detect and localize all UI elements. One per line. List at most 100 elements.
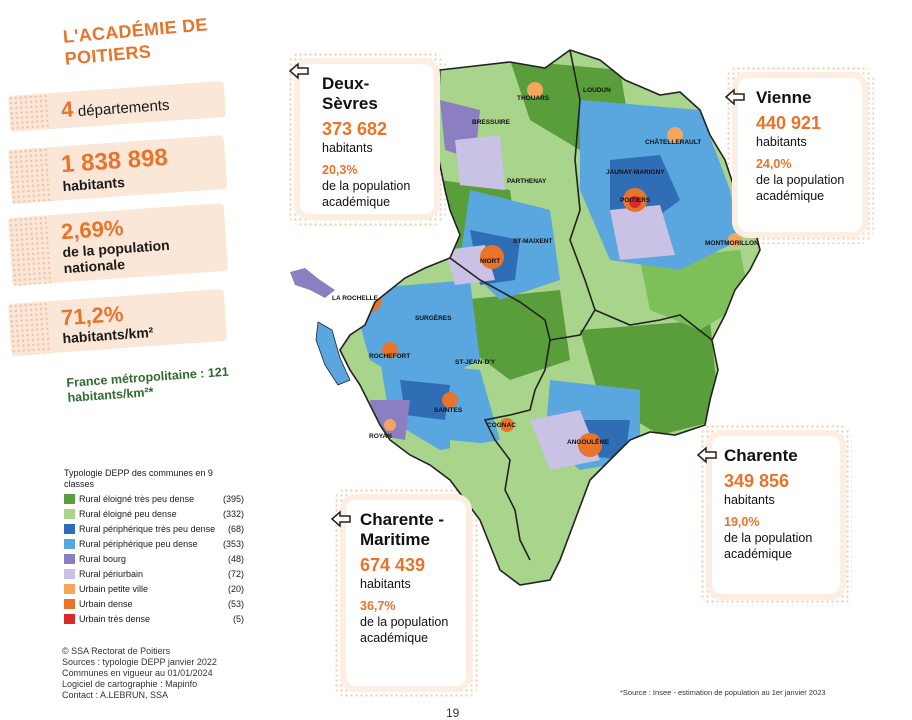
city-label: MONTMORILLON — [705, 240, 759, 247]
department-share-text: de la population académique — [360, 615, 449, 645]
zone-rural-eloigne — [640, 250, 750, 330]
legend-swatch — [64, 584, 75, 594]
page-number: 19 — [446, 706, 460, 720]
city-label: SURGÈRES — [415, 313, 452, 322]
legend-label: Rural bourg — [79, 554, 127, 564]
page-title: L'ACADÉMIE DE POITIERS — [62, 14, 209, 69]
department-population: 373 682 — [322, 119, 388, 139]
border-deux-sevres-vienne — [569, 49, 596, 311]
city-label: ANGOULÊME — [567, 437, 610, 446]
legend-swatch — [64, 509, 75, 519]
department-unit: habitants — [724, 493, 775, 507]
city-label: ST-MAIXENT — [513, 238, 552, 245]
city-label: CHÂTELLERAULT — [645, 137, 701, 146]
city-label: ROCHEFORT — [369, 353, 410, 360]
arrow-icon — [288, 62, 309, 80]
legend-item: Urbain petite ville (20) — [64, 582, 244, 596]
legend-label: Rural périphérique peu dense — [79, 539, 198, 549]
legend-label: Rural éloigné très peu dense — [79, 494, 195, 504]
department-share: 36,7% — [360, 599, 396, 613]
city-label: LOUDUN — [583, 87, 611, 94]
island-re — [290, 268, 335, 298]
infobox-charente: Charente 349 856 habitants 19,0% de la p… — [696, 424, 852, 606]
department-share-text: de la population académique — [756, 173, 845, 203]
legend-item: Rural périurbain (72) — [64, 567, 244, 581]
legend-item: Rural périphérique très peu dense (68) — [64, 522, 244, 536]
legend-item: Rural éloigné peu dense (332) — [64, 507, 244, 521]
zone-rural-periurbain — [610, 205, 675, 260]
region-outline — [339, 49, 761, 586]
department-population: 349 856 — [724, 471, 790, 491]
source-note: *Source : Insee - estimation de populati… — [620, 688, 826, 697]
department-unit: habitants — [322, 141, 373, 155]
credits: © SSA Rectorat de Poitiers Sources : typ… — [62, 646, 217, 701]
urban-angouleme — [578, 433, 602, 457]
legend-count: (332) — [222, 509, 244, 519]
legend-swatch — [64, 524, 75, 534]
city-label: NIORT — [480, 258, 500, 265]
legend-swatch — [64, 569, 75, 579]
department-share-text: de la population académique — [322, 179, 411, 209]
infobox-deux-sevres: Deux-Sèvres 373 682 habitants 20,3% de l… — [288, 52, 446, 226]
department-unit: habitants — [360, 577, 411, 591]
urban-thouars — [527, 82, 543, 98]
legend-count: (53) — [227, 599, 244, 609]
zone-rural-peripherique-tres-peu-dense — [400, 380, 450, 420]
legend-swatch — [64, 614, 75, 624]
department-unit: habitants — [756, 135, 807, 149]
department-population: 440 921 — [756, 113, 822, 133]
legend-item: Urbain très dense (5) — [64, 612, 244, 626]
credit-line: Sources : typologie DEPP janvier 2022 — [62, 657, 217, 667]
legend-label: Urbain très dense — [79, 614, 151, 624]
department-name: Charente - Maritime — [360, 510, 445, 549]
infobox-vienne: Vienne 440 921 habitants 24,0% de la pop… — [724, 66, 874, 244]
city-label: ROYAN — [369, 433, 392, 440]
city-label: POITIERS — [620, 197, 651, 204]
legend-label: Urbain petite ville — [79, 584, 149, 594]
legend-swatch — [64, 554, 75, 564]
urban-rochefort — [382, 342, 398, 358]
legend-item: Urbain dense (53) — [64, 597, 244, 611]
stat-label: départements — [77, 96, 171, 121]
legend-label: Rural éloigné peu dense — [79, 509, 177, 519]
arrow-icon — [724, 88, 745, 106]
credit-line: Communes en vigueur au 01/01/2024 — [62, 668, 213, 678]
legend-count: (353) — [222, 539, 244, 549]
zone-rural-eloigne-peu-dense — [450, 440, 560, 585]
urban-montmorillon — [728, 233, 742, 247]
department-name: Deux-Sèvres — [322, 74, 378, 113]
infobox-charente-maritime: Charente - Maritime 674 439 habitants 36… — [330, 488, 478, 698]
urban-chatellerault — [667, 127, 683, 143]
urban-niort — [480, 245, 504, 269]
urban-saintes — [442, 392, 458, 408]
zone-rural-eloigne — [460, 290, 570, 380]
arrow-icon — [330, 510, 351, 528]
legend-swatch — [64, 539, 75, 549]
border-charente-maritime-charente — [483, 339, 551, 561]
city-label: JAUNAY-MARIGNY — [606, 169, 665, 176]
department-share: 20,3% — [322, 163, 358, 177]
urban-royan — [384, 419, 396, 431]
stat-card-habitants: 1 838 898 habitants — [8, 134, 228, 204]
legend-count: (48) — [227, 554, 244, 564]
stat-value: 4 — [60, 96, 75, 123]
island-oleron — [315, 321, 351, 386]
zone-rural-periurbain — [530, 410, 600, 470]
urban-cognac — [500, 418, 514, 432]
academie-map: THOUARS LOUDUN BRESSUIRE CHÂTELLERAULT J… — [290, 49, 761, 586]
border-north-south — [449, 257, 713, 341]
zone-rural-periurbain — [455, 135, 505, 190]
credit-line: Logiciel de cartographie : Mapinfo — [62, 679, 198, 689]
legend-label: Urbain dense — [79, 599, 133, 609]
legend-title: Typologie DEPP des communes en 9 classes — [64, 468, 213, 489]
department-name: Charente — [724, 446, 798, 465]
stat-card-population-nationale: 2,69% de la population nationale — [8, 202, 229, 286]
city-label: ST-JEAN-D'Y — [455, 359, 496, 366]
city-label: COGNAC — [487, 422, 516, 429]
legend-item: Rural éloigné très peu dense (395) — [64, 492, 244, 506]
legend-item: Rural bourg (48) — [64, 552, 244, 566]
legend-count: (72) — [227, 569, 244, 579]
legend-label: Rural périphérique très peu dense — [79, 524, 216, 534]
legend-count: (395) — [222, 494, 244, 504]
credit-line: © SSA Rectorat de Poitiers — [62, 646, 171, 656]
